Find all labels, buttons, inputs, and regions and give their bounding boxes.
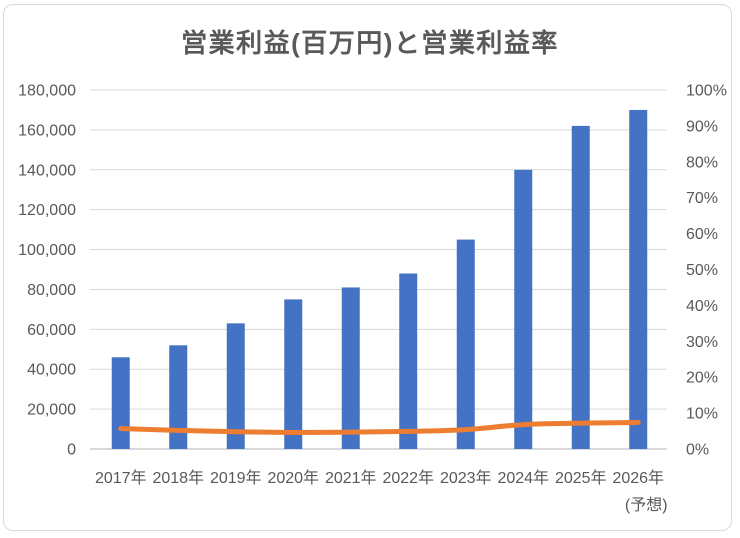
x-axis-tick: 2018年	[152, 469, 204, 487]
bar	[629, 109, 648, 449]
left-axis-tick: 140,000	[18, 162, 76, 179]
bar	[284, 299, 303, 449]
x-axis-tick: 2025年	[555, 469, 607, 487]
right-axis-tick: 0%	[686, 442, 709, 459]
x-axis-tick: 2022年	[382, 469, 434, 487]
left-axis-tick: 180,000	[18, 83, 76, 100]
x-axis-labels: 2017年 2018年 2019年 2020年 2021年 2022年 2023年 2024年…	[95, 469, 668, 514]
x-axis-tick: 2024年	[497, 469, 549, 487]
bar	[456, 239, 475, 449]
right-axis-tick: 50%	[686, 262, 718, 279]
right-axis-tick: 10%	[686, 406, 718, 423]
x-axis-tick: 2020年	[267, 469, 319, 487]
right-axis-tick: 30%	[686, 334, 718, 351]
forecast-note: (予想)	[625, 496, 668, 514]
x-axis-tick: 2017年	[95, 469, 147, 487]
bar	[341, 287, 360, 449]
left-axis-tick: 60,000	[27, 322, 76, 339]
x-axis-tick: 2023年	[440, 469, 492, 487]
bar	[111, 357, 130, 449]
left-axis-tick: 20,000	[27, 402, 76, 419]
bar	[571, 125, 590, 450]
bar-series-operating-profit	[111, 109, 648, 450]
left-axis-tick: 160,000	[18, 122, 76, 139]
right-axis-tick: 100%	[686, 83, 727, 100]
left-axis-tick: 40,000	[27, 362, 76, 379]
x-axis-tick: 2026年	[612, 469, 664, 487]
bar	[514, 169, 533, 449]
line-series-operating-margin	[118, 419, 641, 435]
chart-title: 営業利益(百万円)と営業利益率	[181, 28, 559, 58]
bar	[226, 323, 245, 449]
right-axis-labels: 100% 90% 80% 70% 60% 50% 40% 30% 20% 10% 0%	[686, 83, 727, 459]
bar	[169, 345, 188, 449]
bar	[399, 273, 418, 449]
right-axis-tick: 20%	[686, 370, 718, 387]
right-axis-tick: 40%	[686, 298, 718, 315]
left-axis-tick: 0	[67, 442, 76, 459]
left-axis-labels: 180,000 160,000 140,000 120,000 100,000 80,00…	[18, 83, 76, 459]
x-axis-tick: 2019年	[210, 469, 262, 487]
left-axis-tick: 80,000	[27, 282, 76, 299]
x-axis-tick: 2021年	[325, 469, 377, 487]
left-axis-tick: 120,000	[18, 202, 76, 219]
right-axis-tick: 70%	[686, 190, 718, 207]
right-axis-tick: 60%	[686, 226, 718, 243]
right-axis-tick: 80%	[686, 154, 718, 171]
left-axis-tick: 100,000	[18, 242, 76, 259]
right-axis-tick: 90%	[686, 118, 718, 135]
